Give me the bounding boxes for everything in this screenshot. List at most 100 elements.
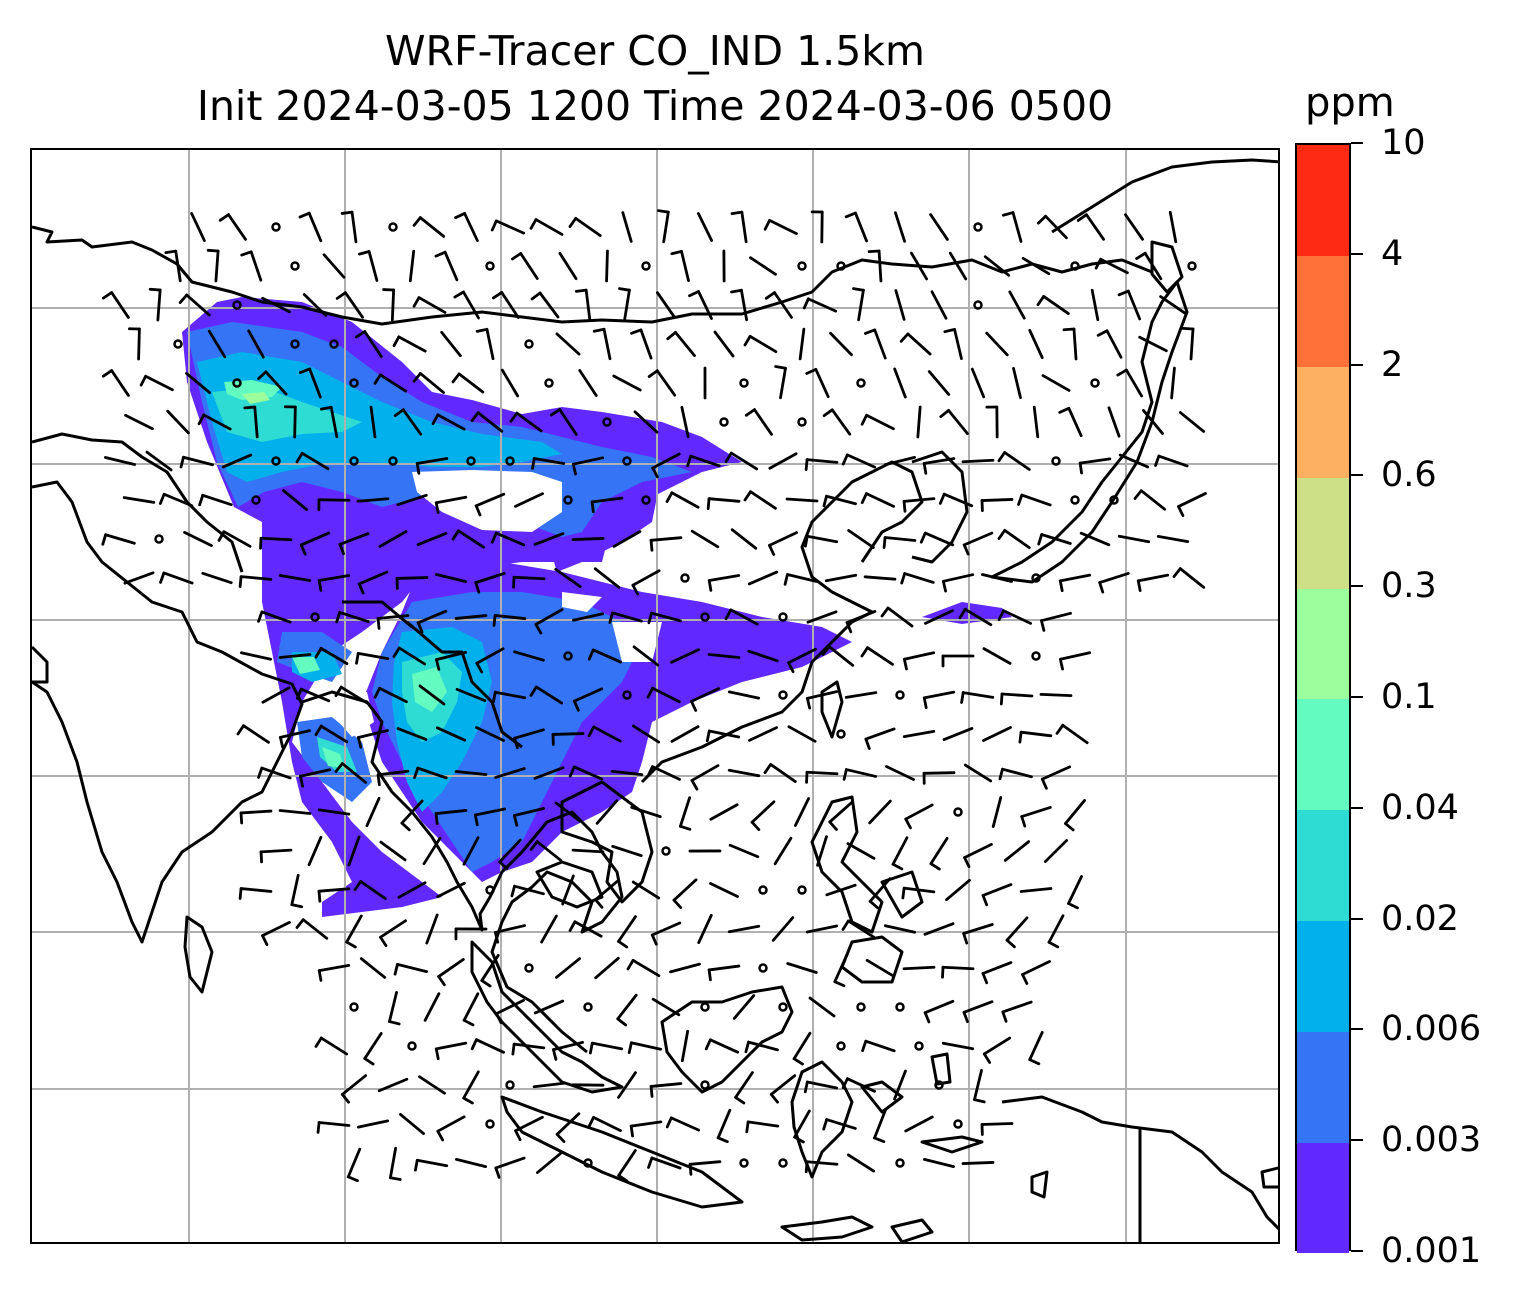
calm-wind-circle [836,261,846,271]
wind-barb [623,288,631,322]
wind-barb [555,332,581,356]
wind-barb-flag [922,462,928,475]
wind-barb [498,838,522,864]
wind-barb-flag [319,405,333,411]
wind-barb [435,573,467,583]
coastline-segment [1001,1095,1278,1231]
coastlines [32,158,1278,1242]
wind-barb-flag [730,210,744,215]
wind-barb-flag [1028,1058,1041,1066]
calm-wind-circle [407,1041,417,1051]
wind-barb [379,840,407,862]
calm-wind-circle [1070,495,1080,505]
coastline-segment [640,460,924,784]
wind-barb-flag [509,411,519,423]
wind-barb-flag [804,1160,809,1174]
wind-barb-flag [963,856,971,869]
wind-barb [1003,528,1031,550]
wind-barb [1098,572,1130,584]
wind-barb [1170,366,1176,400]
wind-barb-flag [705,729,711,743]
wind-barb-flag [492,690,497,704]
wind-barb-flag [379,935,388,948]
wind-barb-flag [178,293,189,304]
wind-barb-flag [618,287,631,292]
wind-barb [945,878,971,902]
wind-barb [278,653,312,659]
colorbar-tick-label: 0.006 [1381,1009,1482,1050]
wind-barb [922,690,956,700]
calm-wind-circle [524,963,534,973]
wind-barb-flag [490,531,498,544]
wind-barb [884,455,916,467]
wind-barb [494,1156,526,1170]
wind-barb [416,532,448,546]
wind-barb [369,405,377,439]
wind-barb [592,1116,622,1132]
wind-barb-flag [492,291,504,300]
calm-wind-circle [836,1041,846,1051]
wind-barb [746,1120,780,1128]
wind-barb [535,840,563,862]
wind-barb-flag [373,373,382,385]
wind-barb-flag [317,579,323,592]
wind-barb [709,803,739,821]
wind-barb [1156,535,1190,543]
wind-barb-flag [412,296,421,308]
coastline-segment [860,1080,904,1114]
wind-barb-flag [1001,1010,1008,1023]
wind-barb [929,836,949,866]
wind-barb-flag [335,291,347,300]
wind-barb [397,881,427,899]
wind-barb [378,686,408,704]
wind-barb [594,878,620,902]
colorbar-tick-label: 0.3 [1381,566,1437,607]
wind-barb-flag [298,211,311,219]
wind-barb [201,493,233,507]
wind-barb [985,331,1009,357]
wind-barb [573,920,603,938]
wind-barb-flag [334,762,344,773]
wind-barb-flag [314,646,323,659]
wind-barb [474,571,506,585]
wind-barb-flag [388,1176,402,1181]
wind-barb [552,1040,584,1052]
wind-barb [610,770,644,776]
wind-barb-flag [734,1096,746,1105]
wind-barb-flag [891,862,904,871]
wind-barb [747,1040,779,1052]
calm-wind-circle [973,300,983,310]
wind-barb [1011,211,1023,243]
coastline-segment [32,432,244,573]
calm-wind-circle [953,807,963,817]
wind-barb-flag [338,542,345,556]
wind-barb [162,492,194,508]
wind-barb-flag [295,687,303,700]
wind-barb [857,288,865,322]
calm-wind-circle [505,1080,515,1090]
wind-barb-flag [1047,940,1060,949]
wind-barb [707,497,741,503]
wind-barb-flag [804,458,809,471]
wind-barb [595,799,619,825]
wind-barb-flag [1096,329,1109,337]
calm-wind-circle [953,1119,963,1129]
wind-barb-flag [860,646,869,658]
calm-wind-circle [485,885,495,895]
wind-barb [707,729,741,739]
wind-barb-flag [904,817,912,830]
wind-barb-flag [1018,730,1023,744]
map-gridlines [32,150,1278,1242]
wind-barb [768,452,798,470]
wind-barb-flag [357,582,365,595]
colorbar-tick [1351,252,1363,255]
wind-barb [377,1077,409,1093]
wind-barb-flag [1172,567,1182,578]
wind-barb-flag [101,369,114,378]
wind-barb [828,800,854,824]
wind-barb [727,768,761,778]
wind-barb [418,216,446,238]
wind-barb [1189,327,1195,361]
wind-barb [805,924,839,934]
wind-barb [417,296,447,314]
